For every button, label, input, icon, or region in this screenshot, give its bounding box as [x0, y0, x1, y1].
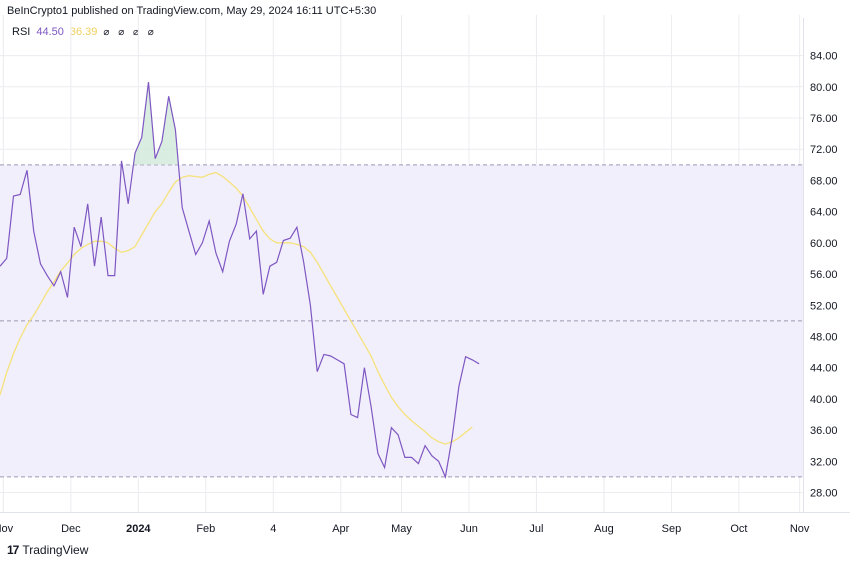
ma-line: [0, 171, 473, 445]
x-tick-label: Jul: [529, 523, 543, 535]
x-tick-label: Dec: [61, 523, 81, 535]
x-tick-label: 4: [270, 523, 276, 535]
legend-rsi-name: RSI: [12, 26, 31, 38]
x-tick-label: Apr: [332, 523, 349, 535]
y-tick-label: 80.00: [810, 82, 838, 94]
y-tick-label: 72.00: [810, 144, 838, 156]
rsi-line: [0, 82, 480, 479]
published-caption: BeInCrypto1 published on TradingView.com…: [7, 5, 377, 17]
y-tick-label: 52.00: [810, 300, 838, 312]
y-tick-label: 68.00: [810, 175, 838, 187]
x-tick-label: Nov: [790, 523, 810, 535]
x-tick-label: Feb: [196, 523, 215, 535]
x-tick-label: Jun: [460, 523, 478, 535]
overbought-fill: [168, 96, 176, 165]
y-tick-label: 64.00: [810, 207, 838, 219]
time-axis[interactable]: Nov Dec 2024 Feb 4 Apr May Jun Jul Aug Sep Oct Nov: [0, 523, 810, 535]
y-tick-label: 44.00: [810, 363, 838, 375]
overbought-fill: [161, 96, 169, 165]
y-tick-label: 60.00: [810, 238, 838, 250]
x-tick-label: Nov: [0, 523, 14, 535]
tradingview-logo-mark-icon: 17: [7, 543, 19, 557]
y-tick-label: 76.00: [810, 113, 838, 125]
price-axis[interactable]: 84.00 80.00 76.00 72.00 68.00 64.00 60.00 56.00…: [810, 51, 838, 500]
legend-ma-value: 36.39: [69, 26, 98, 38]
y-tick-label: 32.00: [810, 456, 838, 468]
indicator-legend: RSI 44.50 36.39 ⌀ ⌀ ⌀ ⌀: [12, 26, 157, 38]
y-tick-label: 40.00: [810, 394, 838, 406]
y-tick-label: 84.00: [810, 51, 838, 63]
y-tick-label: 48.00: [810, 331, 838, 343]
x-tick-label: 2024: [126, 523, 151, 535]
legend-visibility-toggles[interactable]: ⌀ ⌀ ⌀ ⌀: [103, 26, 157, 38]
tradingview-logo[interactable]: 17 TradingView: [7, 543, 88, 557]
y-tick-label: 56.00: [810, 269, 838, 281]
legend-rsi-value: 44.50: [36, 26, 64, 38]
y-tick-label: 36.00: [810, 425, 838, 437]
x-tick-label: May: [391, 523, 412, 535]
series-lines: [0, 82, 480, 479]
overbought-fill: [141, 82, 149, 165]
y-tick-label: 28.00: [810, 487, 838, 499]
x-tick-label: Oct: [730, 523, 747, 535]
tradingview-logo-text: TradingView: [22, 543, 89, 557]
x-tick-label: Aug: [594, 523, 614, 535]
overbought-fill: [135, 137, 142, 165]
x-tick-label: Sep: [662, 523, 682, 535]
